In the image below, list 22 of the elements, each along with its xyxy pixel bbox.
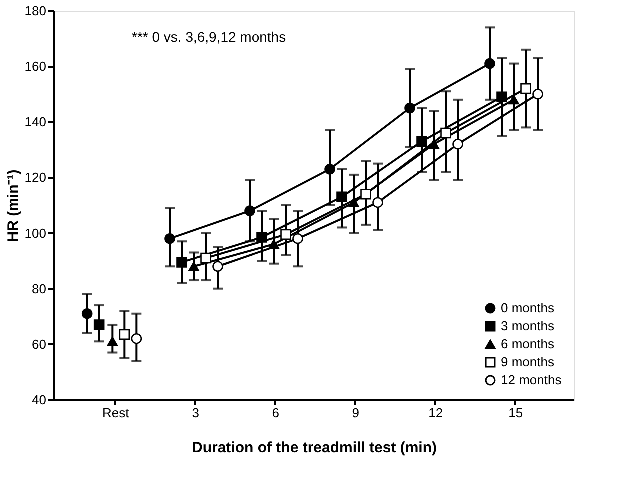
legend-label: 3 months: [501, 318, 555, 334]
y-tick-label: 60: [32, 336, 46, 352]
legend-label: 0 months: [501, 300, 555, 316]
x-tick-label: 15: [508, 406, 524, 420]
x-tick-label: 3: [192, 406, 200, 420]
y-tick-label: 100: [24, 226, 46, 241]
y-tick-label: 120: [24, 170, 46, 186]
x-tick-label: Rest: [102, 406, 130, 420]
y-tick-label: 160: [24, 59, 46, 74]
x-tick-label: 9: [352, 406, 360, 420]
legend-label: 12 months: [501, 372, 562, 388]
y-tick-label: 140: [24, 114, 46, 130]
x-tick-label: 12: [428, 406, 444, 420]
y-tick-label: 80: [32, 281, 46, 296]
x-axis-title: Duration of the treadmill test (min): [192, 440, 438, 456]
y-axis-title: HR (min⁻¹): [4, 170, 22, 242]
legend-label: 6 months: [501, 336, 555, 352]
legend-label: 9 months: [501, 354, 555, 370]
y-tick-label: 180: [24, 4, 46, 18]
annotation: *** 0 vs. 3,6,9,12 months: [132, 29, 286, 46]
x-tick-label: 6: [272, 406, 280, 420]
y-tick-label: 40: [32, 392, 46, 408]
